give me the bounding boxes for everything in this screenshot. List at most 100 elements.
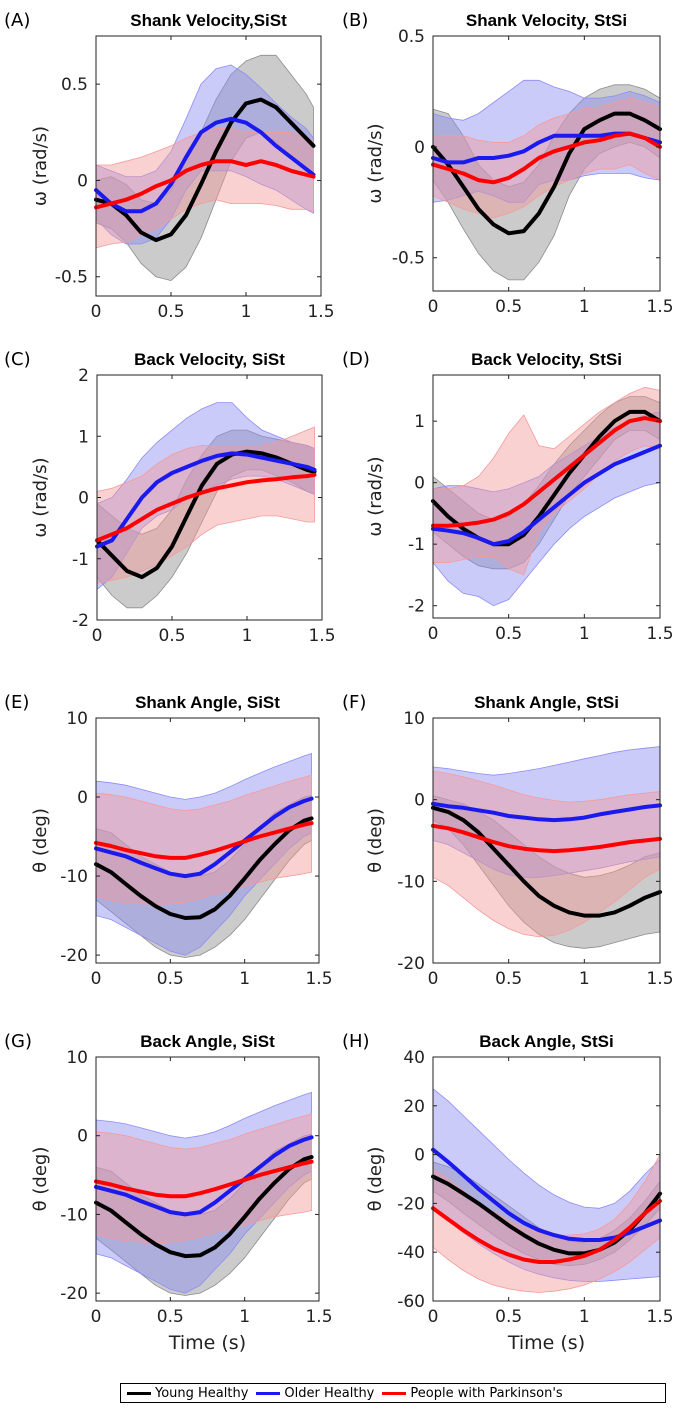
series-line-young [94,97,316,243]
legend-item-young: Young Healthy [127,1386,248,1401]
y-tick-label: 0 [414,1146,425,1166]
y-tick-label: 10 [66,1048,88,1068]
band-pd [95,1113,312,1244]
panel-d: 0 0.5 1 1.5 -2 -1 0 1 Back Velocity, StSi (D) ω (r… [342,349,674,644]
band-pd [95,128,314,249]
y-tick-label: 0.5 [398,27,425,47]
x-tick-label: 1 [579,624,590,644]
x-tick-label: 0 [428,1307,439,1327]
x-tick-label: 0.5 [495,624,522,644]
y-tick-label: -10 [60,1205,88,1225]
chart-title: Back Velocity, StSi [471,350,622,369]
chart-title: Shank Angle, SiSt [135,693,280,712]
y-tick-label: -1 [408,535,425,555]
x-tick-label: 1.5 [646,624,673,644]
y-tick-label: 20 [403,1097,425,1117]
legend-label-pd: People with Parkinson's [410,1385,563,1401]
x-tick-label: 0 [91,1307,102,1327]
panel-g: 0 0.5 1 1.5 -20 -10 0 10 Back Angle, SiSt (G) θ (d… [4,1031,333,1354]
series-line-young [431,111,662,236]
panel-tag: (E) [4,692,29,713]
axes-box [95,35,322,297]
y-tick-label: -60 [397,1292,425,1312]
band-pd [96,426,315,584]
y-tick-label: 1 [78,427,89,447]
y-tick-label: 0 [78,489,89,509]
y-tick-label: -40 [397,1243,425,1263]
panel-b: 0 0.5 1 1.5 -0.5 0 0.5 Shank Velocity, StSi (B) ω… [342,10,674,317]
panel-tag: (H) [342,1031,370,1052]
chart-title: Back Angle, StSi [479,1032,613,1051]
y-tick-label: 0 [77,1127,88,1147]
x-tick-label: 1 [239,969,250,989]
y-tick-label: 0 [414,138,425,158]
series-line-older [94,796,314,879]
x-tick-label: 1 [241,302,252,322]
y-axis-label: θ (deg) [30,1147,51,1212]
series-line-older [431,801,662,823]
panel-tag: (D) [342,349,370,370]
axes-box [95,717,320,964]
y-tick-label: 2 [78,366,89,386]
panel-f: 0 0.5 1 1.5 -20 -10 0 10 Shank Angle, StSi (F) θ (… [342,692,674,989]
panel-tag: (G) [4,1031,32,1052]
y-axis-label: ω (rad/s) [365,123,386,203]
y-axis-label: ω (rad/s) [30,457,51,537]
x-tick-label: 0 [91,302,102,322]
y-tick-label: 0 [77,171,88,191]
y-axis-label: θ (deg) [365,808,386,873]
x-tick-label: 0 [428,624,439,644]
legend-swatch-pd [382,1391,407,1395]
x-axis-label: Time (s) [507,1332,585,1354]
x-tick-label: 1.5 [646,297,673,317]
chart-title: Back Velocity, SiSt [134,350,285,369]
y-tick-label: -2 [408,597,425,617]
legend-label-young: Young Healthy [155,1385,249,1401]
panel-e: 0 0.5 1 1.5 -20 -10 0 10 Shank Angle, SiSt (E) θ (… [4,692,333,989]
axes-box [432,1056,661,1302]
x-tick-label: 1 [242,626,253,646]
x-tick-label: 0.5 [157,302,184,322]
series-line-young [94,1155,314,1259]
series-line-young [431,805,662,918]
legend-item-pd: People with Parkinson's [382,1385,563,1401]
chart-title: Back Angle, SiSt [140,1032,275,1051]
x-tick-label: 0 [428,969,439,989]
y-tick-label: 0.5 [61,75,88,95]
band-older [95,64,314,245]
x-tick-label: 0.5 [157,969,184,989]
axes-box [432,717,661,964]
y-tick-label: 0 [414,791,425,811]
x-tick-label: 0 [92,626,103,646]
chart-title: Shank Angle, StSi [474,693,619,712]
x-tick-label: 0.5 [157,1307,184,1327]
y-tick-label: -10 [397,872,425,892]
y-axis-label: θ (deg) [30,808,51,873]
legend-item-older: Older Healthy [256,1386,374,1401]
band-pd [95,774,312,905]
y-tick-label: 0 [77,788,88,808]
panel-tag: (C) [4,349,31,370]
axes-box [432,374,661,619]
x-tick-label: 1.5 [308,626,335,646]
x-tick-label: 1.5 [305,1307,332,1327]
series-line-older [94,116,316,214]
y-tick-label: -0.5 [392,249,425,269]
y-tick-label: 10 [403,709,425,729]
legend-swatch-young [127,1391,151,1395]
x-tick-label: 0.5 [495,969,522,989]
y-tick-label: -20 [60,1284,88,1304]
x-tick-label: 0.5 [495,297,522,317]
y-tick-label: 40 [403,1048,425,1068]
series-line-pd [94,1159,314,1199]
x-tick-label: 1 [579,969,590,989]
y-tick-label: -20 [60,946,88,966]
series-line-pd [431,416,662,528]
y-tick-label: -10 [60,867,88,887]
legend-label-older: Older Healthy [284,1385,375,1401]
series-line-pd [95,472,317,543]
series-line-young [431,409,662,547]
axes-box [95,1056,320,1302]
y-tick-label: 1 [414,412,425,432]
